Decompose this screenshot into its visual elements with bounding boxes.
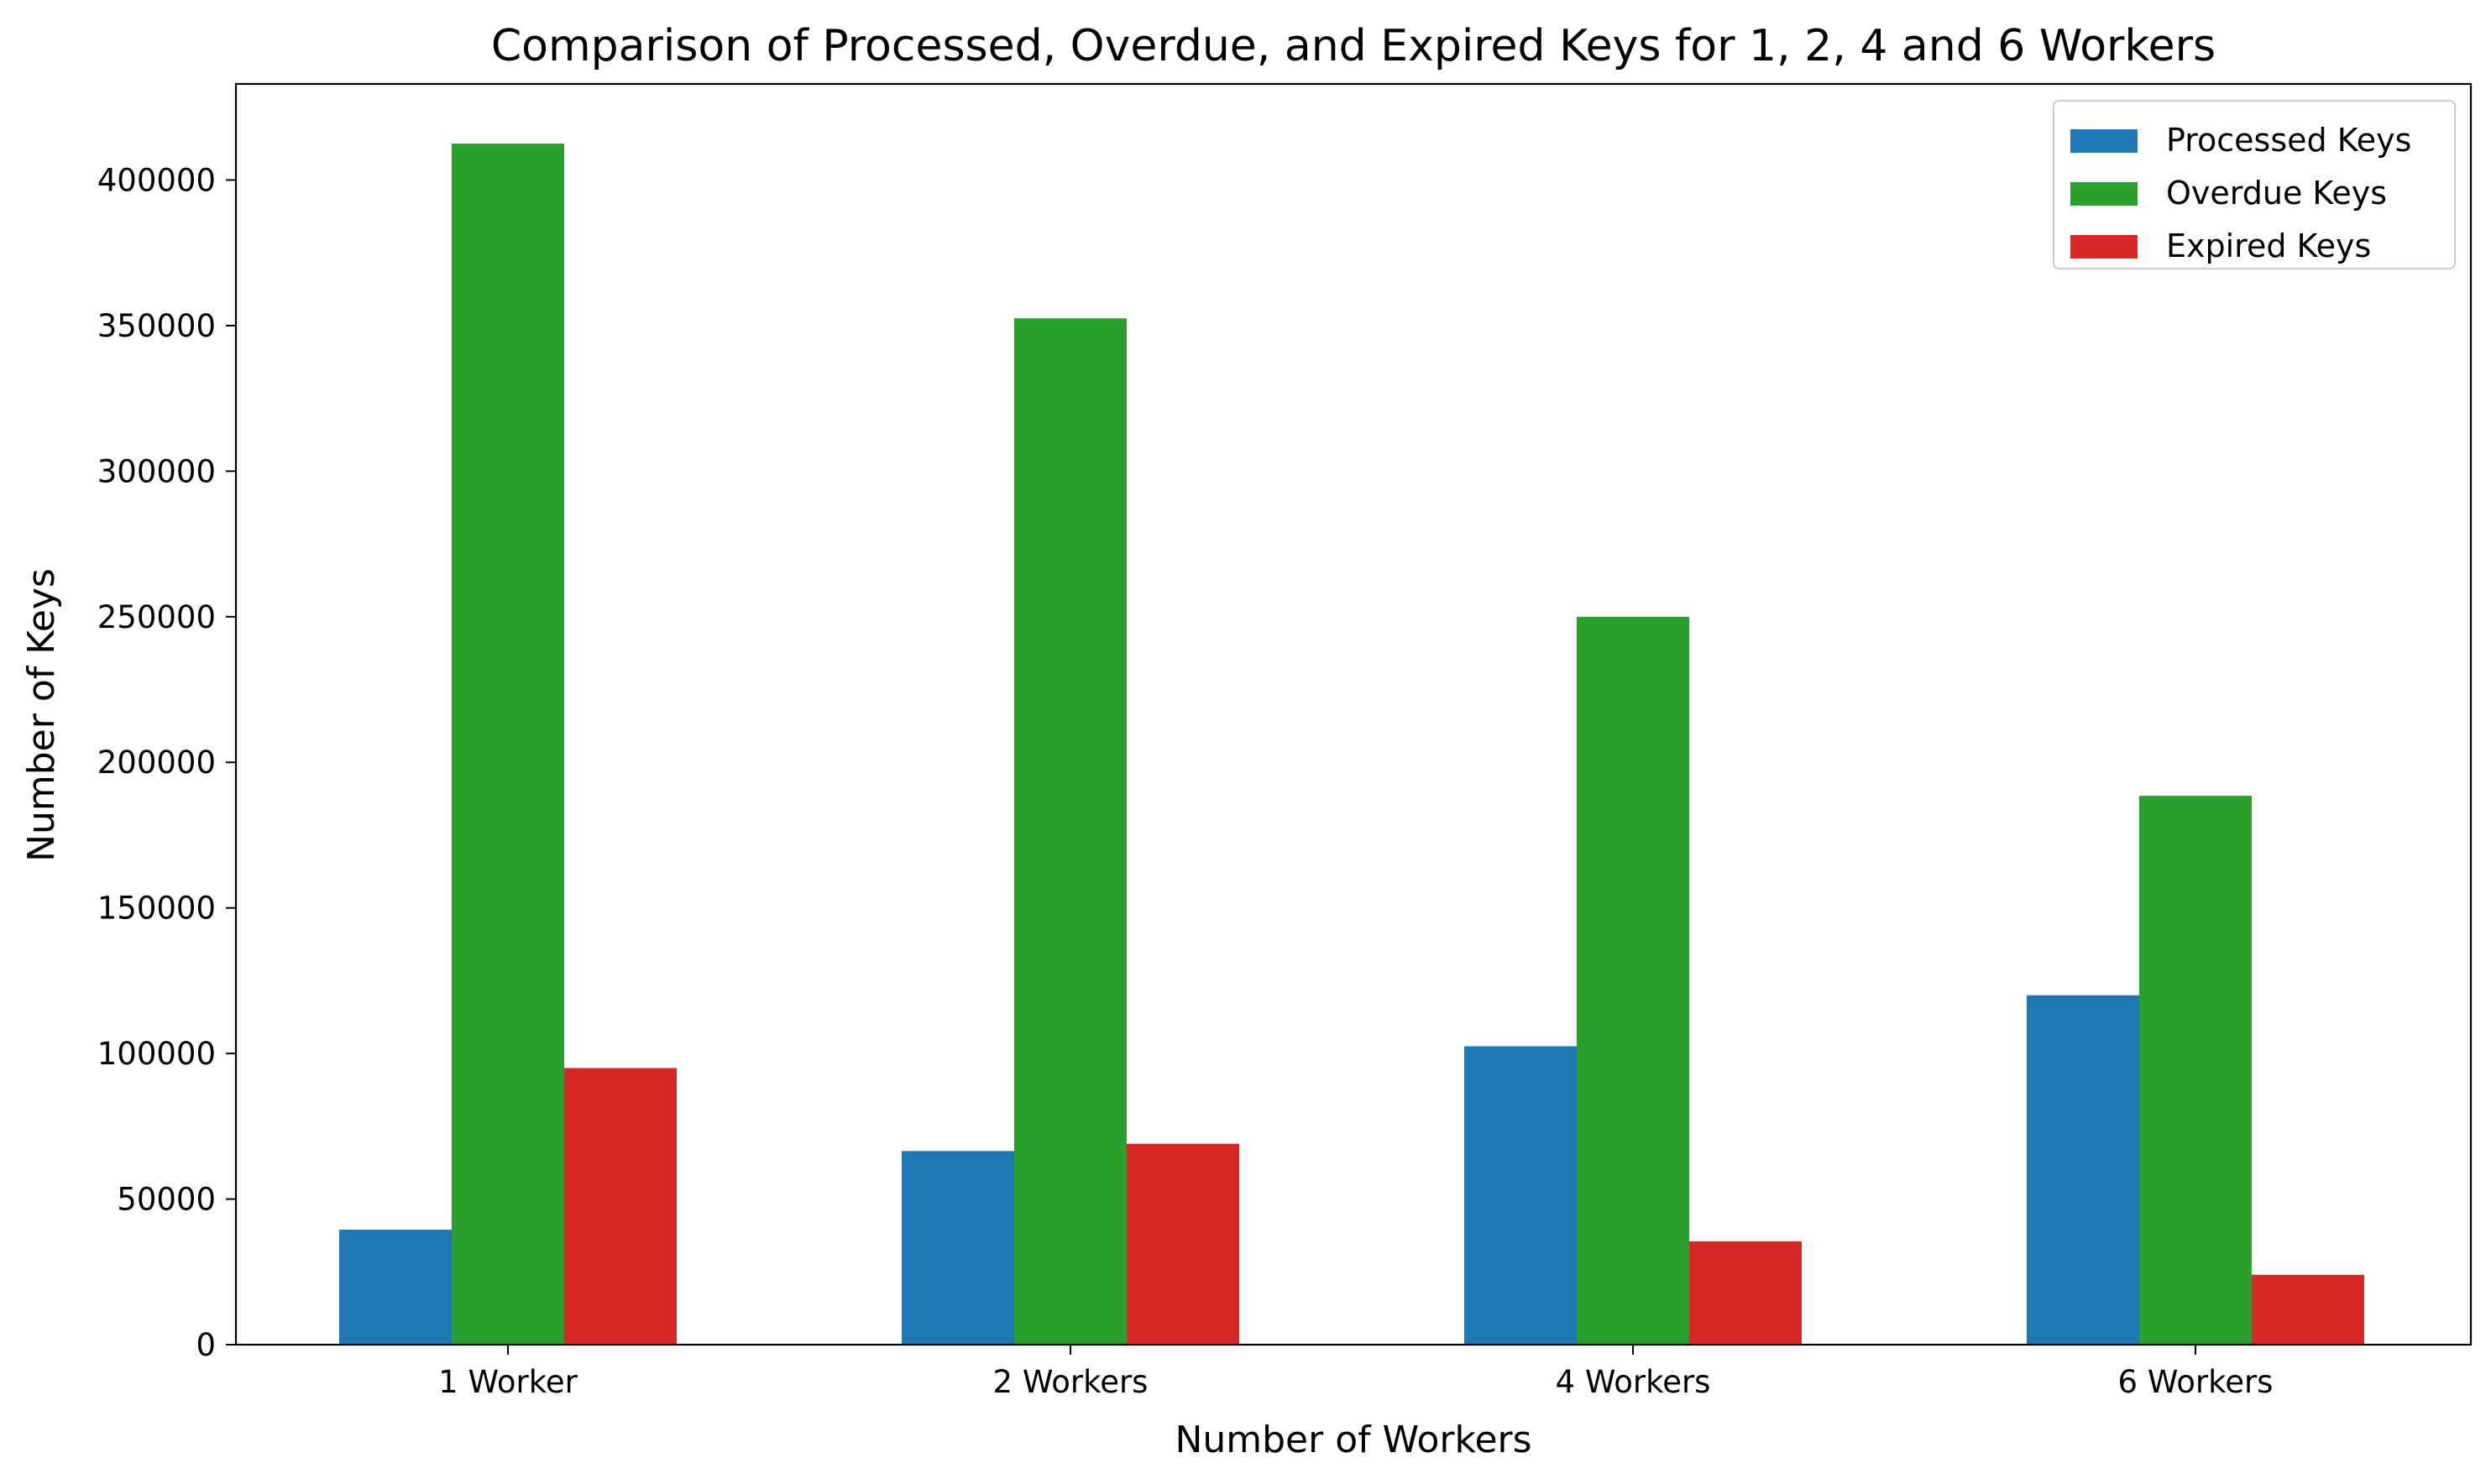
y-tick-label: 200000 bbox=[97, 745, 216, 781]
legend-swatch-overdue-keys bbox=[2070, 182, 2138, 206]
x-tick-label: 4 Workers bbox=[1556, 1364, 1711, 1400]
bars-layer bbox=[339, 144, 2364, 1346]
bar-expired-keys-1 bbox=[564, 1068, 677, 1345]
legend-label-processed-keys: Processed Keys bbox=[2166, 122, 2411, 159]
axes-layer: 0 50000 100000 150000 200000 250000 300000 3500… bbox=[97, 82, 2473, 1400]
bar-expired-keys-2 bbox=[1127, 1143, 1239, 1345]
y-tick-label: 250000 bbox=[97, 599, 216, 635]
bar-overdue-keys-3 bbox=[1577, 616, 1689, 1345]
legend-label-expired-keys: Expired Keys bbox=[2166, 227, 2371, 264]
legend-box bbox=[2053, 100, 2456, 269]
bar-processed-keys-3 bbox=[1464, 1046, 1577, 1345]
bar-processed-keys-4 bbox=[2027, 995, 2139, 1345]
plot-frame bbox=[234, 82, 2473, 1346]
bar-processed-keys-2 bbox=[902, 1151, 1014, 1345]
bar-processed-keys-1 bbox=[339, 1229, 452, 1345]
x-axis-label: Number of Workers bbox=[1175, 1419, 1531, 1461]
y-tick-label: 50000 bbox=[117, 1182, 216, 1218]
legend-swatch-expired-keys bbox=[2070, 235, 2138, 259]
x-tick-label: 1 Worker bbox=[438, 1364, 578, 1400]
bar-expired-keys-3 bbox=[1689, 1241, 1802, 1345]
bar-overdue-keys-2 bbox=[1014, 318, 1127, 1345]
x-tick-label: 6 Workers bbox=[2118, 1364, 2274, 1400]
y-tick-label: 150000 bbox=[97, 891, 216, 927]
y-tick-label: 350000 bbox=[97, 308, 216, 344]
legend: Processed Keys Overdue Keys Expired Keys bbox=[2053, 100, 2456, 269]
y-tick-label: 300000 bbox=[97, 453, 216, 489]
bar-overdue-keys-1 bbox=[452, 144, 564, 1346]
bar-overdue-keys-4 bbox=[2139, 796, 2252, 1345]
y-tick-label: 100000 bbox=[97, 1036, 216, 1072]
y-tick-label: 0 bbox=[196, 1327, 216, 1363]
y-axis-label: Number of Keys bbox=[20, 568, 63, 862]
legend-swatch-processed-keys bbox=[2070, 129, 2138, 153]
legend-label-overdue-keys: Overdue Keys bbox=[2166, 175, 2387, 212]
y-tick-label: 400000 bbox=[97, 162, 216, 198]
bar-expired-keys-4 bbox=[2252, 1274, 2364, 1345]
chart-title: Comparison of Processed, Overdue, and Ex… bbox=[491, 21, 2216, 71]
x-tick-label: 2 Workers bbox=[993, 1364, 1149, 1400]
